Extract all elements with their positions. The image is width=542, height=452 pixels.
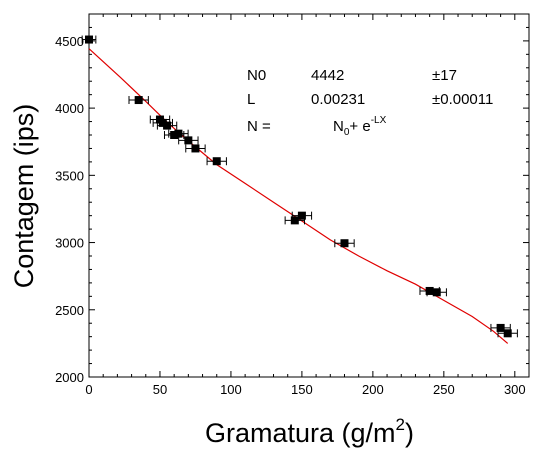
annotation-formula: N0+ e-LX [333, 115, 387, 138]
point-marker [425, 286, 434, 295]
x-axis-ticks: 0 50 100 150 200 250 300 [85, 14, 526, 397]
x-tick-label: 200 [362, 382, 384, 397]
x-tick-label: 50 [153, 382, 167, 397]
data-point [206, 157, 227, 166]
annotation-l-name: L [247, 91, 255, 108]
point-marker [191, 144, 200, 153]
point-marker [297, 211, 306, 220]
data-point [178, 136, 199, 145]
x-tick-label: 300 [504, 382, 526, 397]
plot-frame [88, 13, 530, 378]
annotation-equation-label: N = [247, 118, 271, 135]
point-marker [340, 239, 349, 248]
point-marker [170, 131, 179, 139]
x-tick-label: 150 [291, 382, 313, 397]
y-tick-label: 3000 [55, 236, 84, 251]
formula-superscript: -LX [371, 115, 387, 126]
point-marker [432, 288, 441, 297]
point-marker [184, 136, 193, 145]
data-point [497, 329, 518, 338]
x-axis-title-close: ) [405, 418, 414, 448]
data-point [334, 239, 355, 248]
data-point [185, 144, 206, 153]
fit-curve [88, 48, 509, 344]
y-axis-ticks: 2000 2500 3000 3500 4000 4500 [55, 26, 529, 385]
data-point [128, 96, 149, 105]
point-marker [174, 129, 183, 138]
point-marker [290, 216, 299, 225]
y-tick-label: 2500 [55, 303, 84, 318]
y-tick-label: 3500 [55, 168, 84, 183]
annotation-n0-value: 4442 [311, 67, 344, 84]
point-marker [163, 121, 172, 130]
annotation-l-error: ±0.00011 [432, 91, 493, 108]
point-marker [85, 35, 93, 44]
y-axis-title: Contagem (ips) [9, 104, 39, 289]
data-point [168, 129, 189, 138]
fit-layer [88, 48, 509, 344]
annotation-l-value: 0.00231 [311, 91, 365, 108]
point-marker [503, 329, 512, 338]
annotation-n0-name: N0 [247, 67, 266, 84]
formula-subscript: 0 [344, 127, 350, 138]
data-point [291, 211, 313, 220]
point-marker [496, 323, 505, 332]
data-point [156, 121, 178, 130]
point-marker [158, 118, 167, 127]
point-marker [134, 96, 143, 105]
y-tick-label: 4500 [55, 34, 84, 49]
data-point [81, 35, 97, 44]
x-tick-label: 100 [220, 382, 242, 397]
data-point [426, 288, 447, 297]
formula-plus-e: + e [349, 118, 370, 135]
y-tick-label: 4000 [55, 101, 84, 116]
formula-n: N [333, 118, 344, 135]
x-axis-title-main: Gramatura (g/m [205, 418, 396, 448]
annotation-n0-error: ±17 [432, 67, 457, 84]
x-axis-title: Gramatura (g/m2) [205, 415, 414, 448]
x-tick-label: 0 [85, 382, 92, 397]
x-tick-label: 250 [433, 382, 455, 397]
points-layer [81, 35, 518, 338]
x-axis-title-superscript: 2 [396, 415, 405, 434]
point-marker [212, 157, 221, 166]
y-tick-label: 2000 [55, 370, 84, 385]
